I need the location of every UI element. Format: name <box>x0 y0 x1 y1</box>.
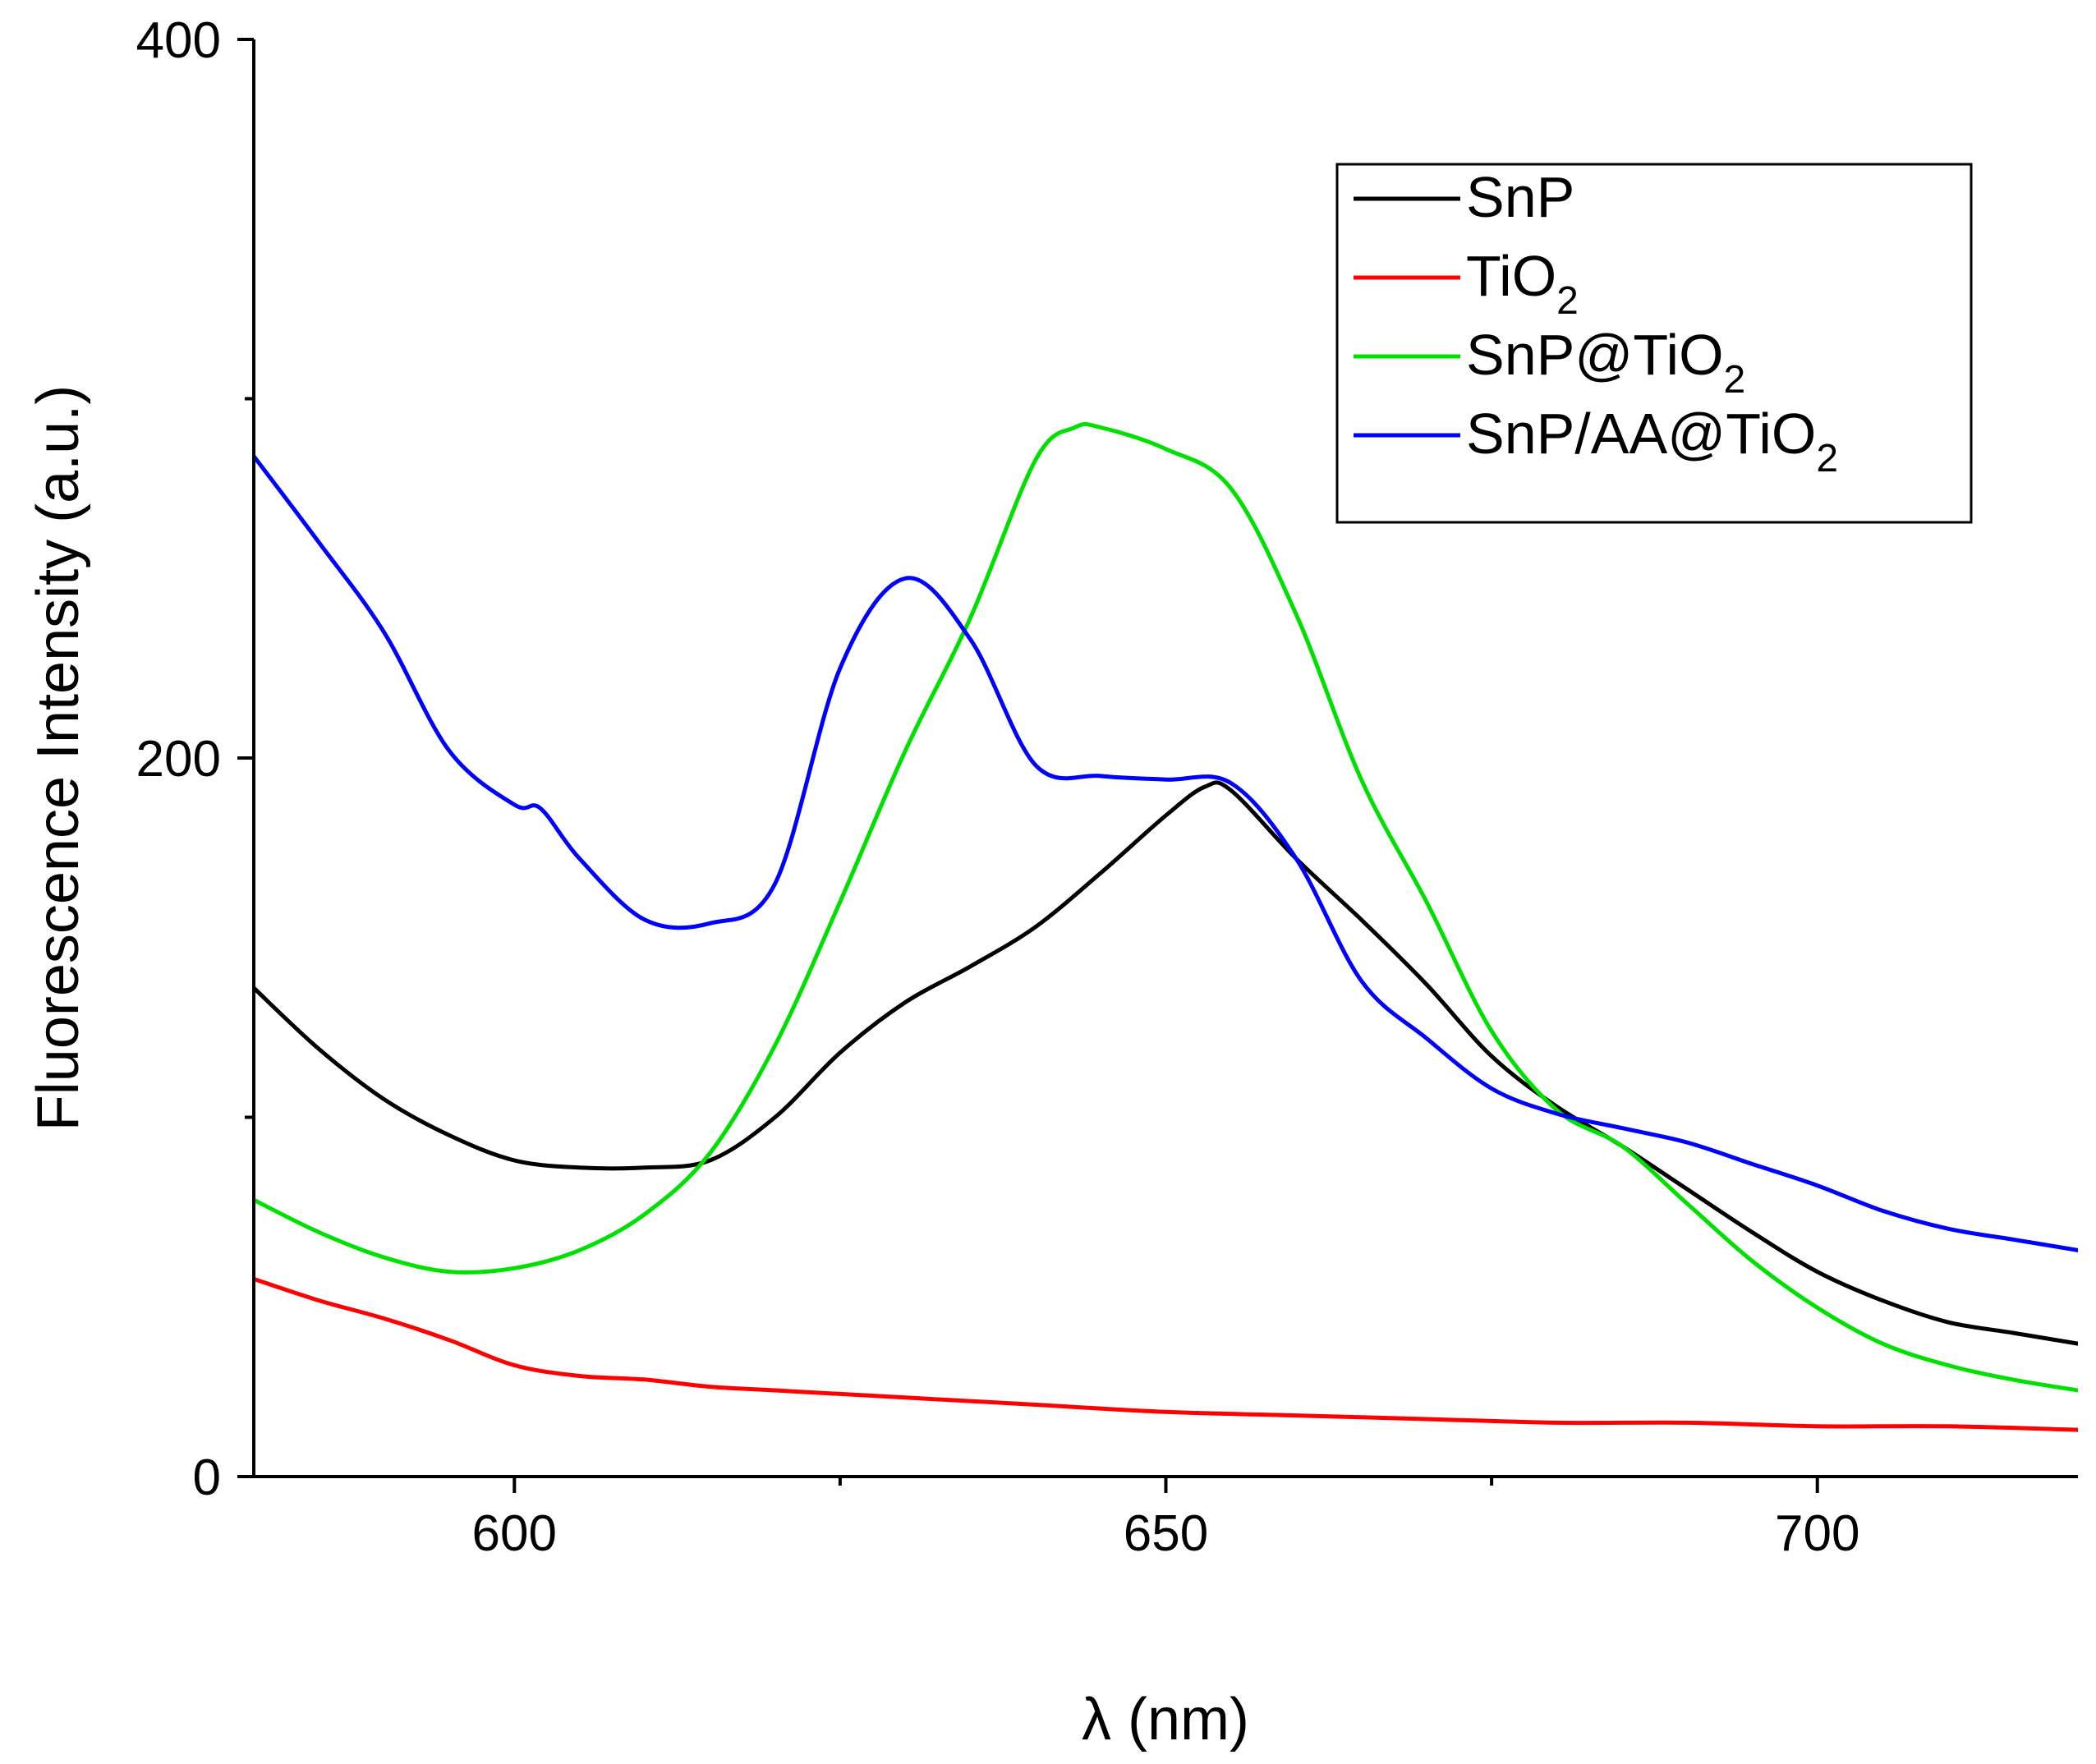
legend-label-snp: SnP <box>1466 165 1574 229</box>
y-tick-label: 200 <box>136 731 221 788</box>
series-layer <box>254 421 2078 1432</box>
y-tick-label: 0 <box>193 1449 221 1506</box>
legend-label-tio2: TiO2 <box>1466 244 1579 323</box>
y-axis-label: Fluorescence Intensity (a.u.) <box>25 385 91 1131</box>
ticks: 600 650 700 0 200 400 <box>136 12 1860 1562</box>
legend-box <box>1335 163 1973 524</box>
y-tick-label: 400 <box>136 12 221 69</box>
legend-label-snp-aa-tio2: SnP/AA@TiO2 <box>1466 402 1838 480</box>
series-line-snp <box>254 780 2078 1346</box>
series-line-snp-tio2 <box>254 421 2078 1393</box>
legend-label-snp-tio2: SnP@TiO2 <box>1466 323 1745 402</box>
x-tick-label: 600 <box>472 1505 557 1562</box>
x-axis-label: λ (nm) <box>1082 1687 1249 1753</box>
x-tick-label: 700 <box>1775 1505 1859 1562</box>
x-tick-label: 650 <box>1124 1505 1208 1562</box>
series-line-tio2 <box>254 1276 2078 1432</box>
series-line-snp-aa-tio2 <box>254 454 2078 1252</box>
